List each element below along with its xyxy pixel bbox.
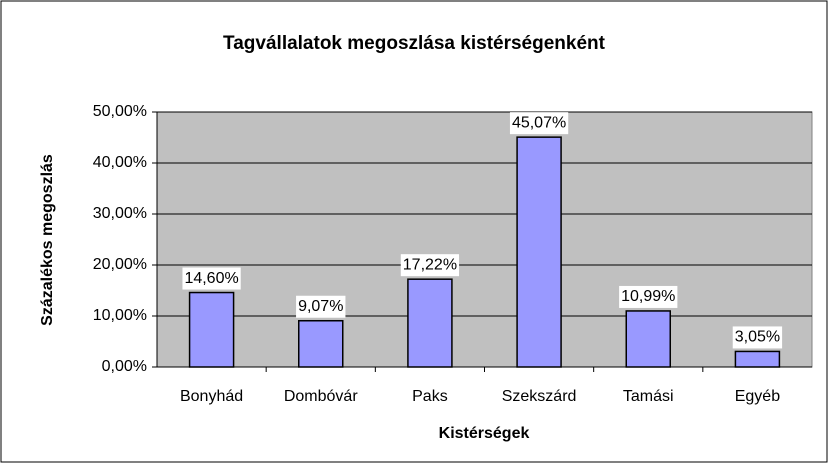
x-tick-label: Bonyhád <box>180 388 243 405</box>
data-label-bg <box>400 254 460 277</box>
bar <box>516 136 562 368</box>
y-tick-label: 0,00% <box>102 358 147 375</box>
data-label-bg <box>296 295 346 318</box>
y-tick-label: 30,00% <box>93 205 147 222</box>
x-tick-label: Paks <box>412 388 448 405</box>
x-axis-label: Kistérségek <box>439 425 530 442</box>
data-label: 14,60% <box>184 270 238 287</box>
data-label: 9,07% <box>298 298 343 315</box>
y-axis-label: Százalékos megoszlás <box>39 154 56 326</box>
data-label-bg <box>732 326 783 349</box>
y-tick-label: 20,00% <box>93 256 147 273</box>
data-label-bg <box>182 267 241 290</box>
x-tick-label: Szekszárd <box>502 388 577 405</box>
bar <box>298 319 344 368</box>
chart-title: Tagvállalatok megoszlása kistérségenként <box>223 33 606 54</box>
y-tick-label: 40,00% <box>93 154 147 171</box>
bar <box>734 350 781 368</box>
x-tick-label: Tamási <box>623 388 674 405</box>
data-label-bg <box>619 285 678 308</box>
y-tick-label: 50,00% <box>93 103 147 120</box>
data-label: 17,22% <box>403 256 457 273</box>
data-label-bg <box>509 112 569 135</box>
y-tick-label: 10,00% <box>93 307 147 324</box>
x-tick-label: Dombóvár <box>284 388 358 405</box>
plot-area <box>156 111 813 368</box>
data-label: 10,99% <box>621 288 675 305</box>
data-label: 45,07% <box>512 114 566 131</box>
bar <box>188 291 235 368</box>
data-label: 3,05% <box>735 329 780 346</box>
bar <box>407 278 453 368</box>
bar <box>625 310 671 368</box>
x-tick-label: Egyéb <box>735 388 780 405</box>
